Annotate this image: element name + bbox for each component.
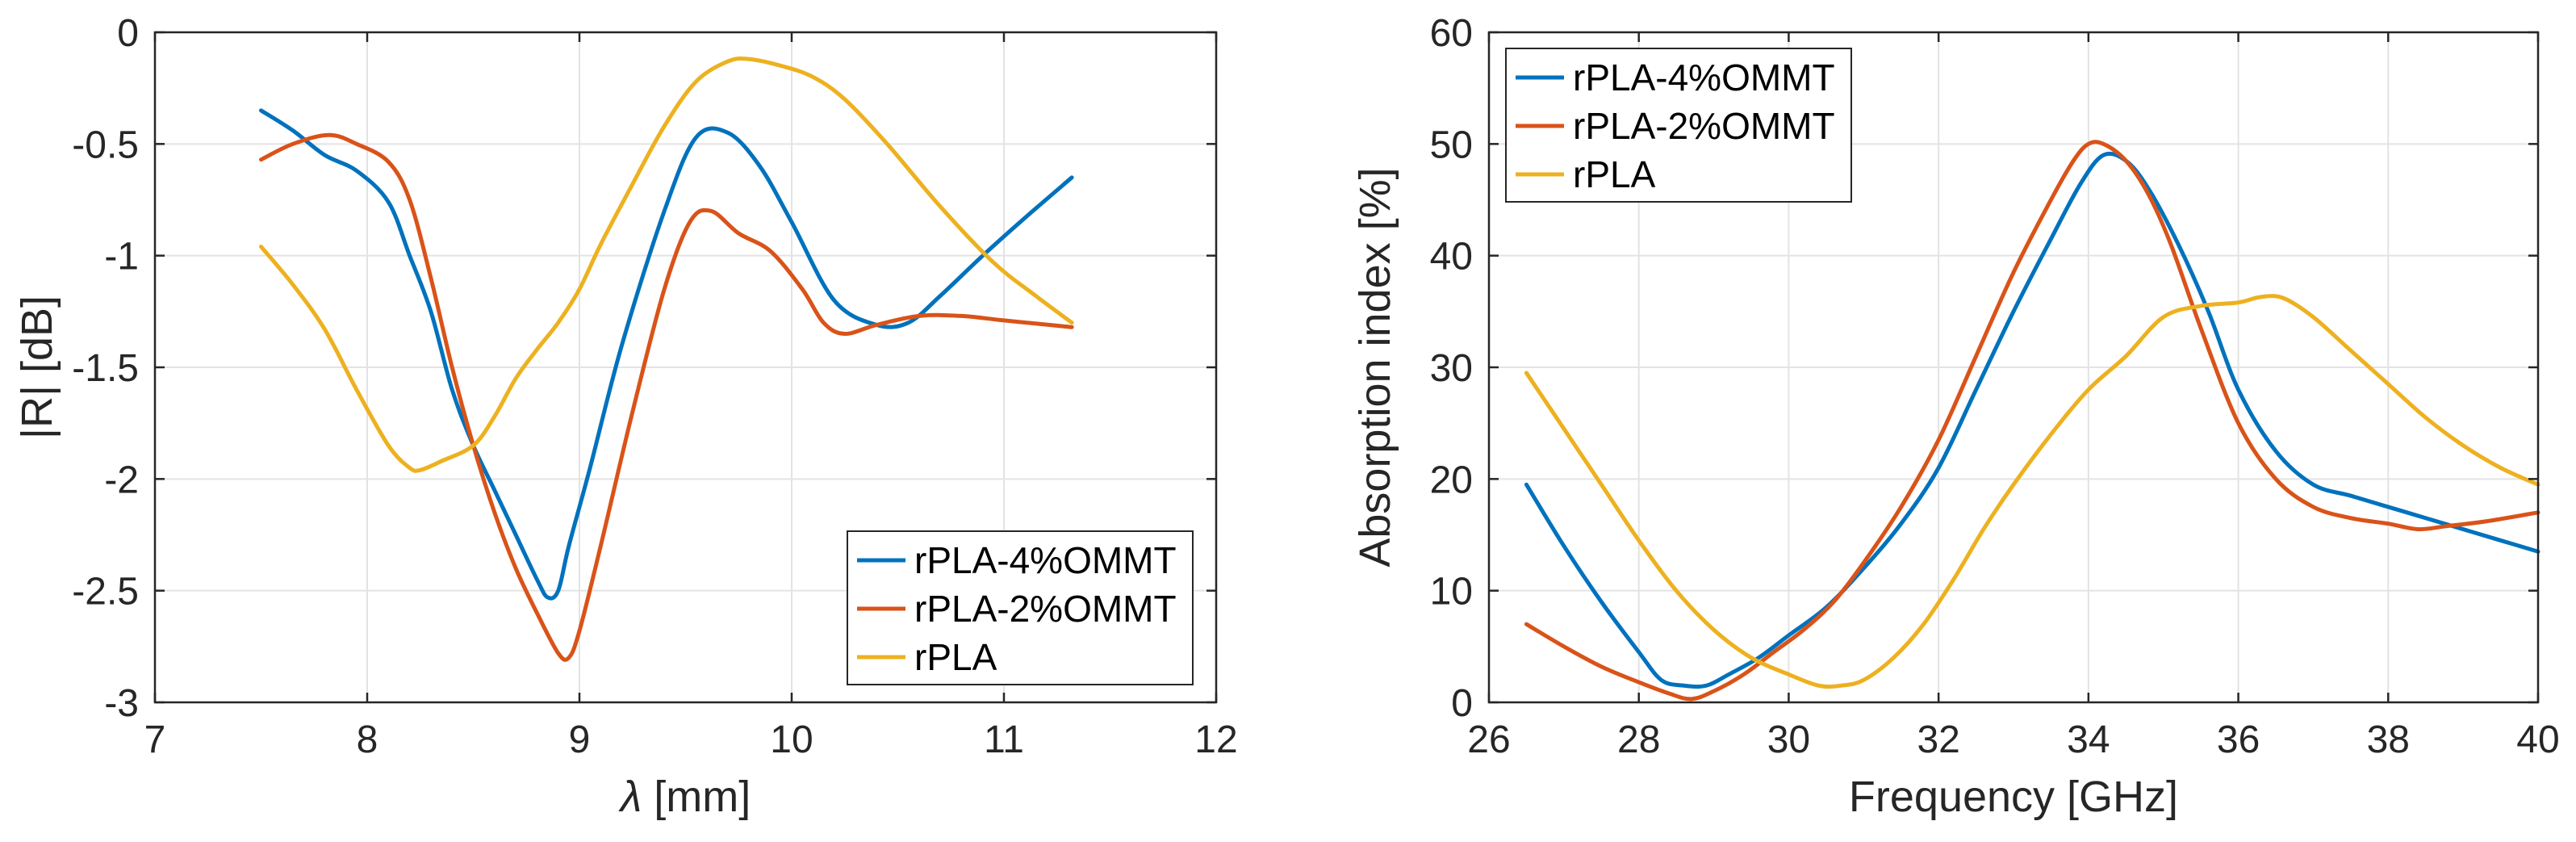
reflection-line-rpla-2pctommt — [259, 132, 1074, 662]
reflection-x-tick-labels: 7 8 9 10 11 12 — [144, 718, 1238, 761]
reflection-series — [259, 56, 1074, 662]
absorption-line-rpla-4pctommt — [1524, 151, 2540, 689]
absorption-x-tick-label: 30 — [1767, 718, 1810, 761]
absorption-legend-label-rpla: rPLA — [1573, 153, 1656, 195]
absorption-y-tick-label: 60 — [1430, 12, 1473, 55]
absorption-x-tick-labels: 26 28 30 32 34 36 38 40 — [1467, 718, 2559, 761]
absorption-x-tick-label: 36 — [2217, 718, 2260, 761]
reflection-x-tick-label: 11 — [984, 718, 1024, 761]
reflection-legend-label-2pct: rPLA-2%OMMT — [914, 588, 1177, 630]
reflection-y-tick-labels: 0 -0.5 -1 -1.5 -2 -2.5 -3 — [72, 12, 139, 725]
absorption-x-tick-label: 38 — [2367, 718, 2410, 761]
absorption-series — [1524, 140, 2540, 702]
absorption-y-tick-label: 10 — [1430, 571, 1473, 614]
reflection-y-tick-label: 0 — [117, 12, 139, 55]
absorption-y-tick-labels: 0 10 20 30 40 50 60 — [1430, 12, 1473, 725]
absorption-x-tick-label: 34 — [2067, 718, 2110, 761]
reflection-legend-label-4pct: rPLA-4%OMMT — [914, 539, 1177, 581]
absorption-y-tick-label: 20 — [1430, 459, 1473, 501]
reflection-x-tick-label: 12 — [1194, 718, 1237, 761]
absorption-x-tick-label: 32 — [1917, 718, 1959, 761]
reflection-chart: 7 8 9 10 11 12 0 -0.5 -1 -1.5 -2 -2.5 -3 λ [mm] |R|… — [13, 12, 1238, 821]
absorption-x-tick-label: 26 — [1467, 718, 1510, 761]
reflection-y-axis-label: |R| [dB] — [13, 295, 61, 439]
reflection-legend: rPLA-4%OMMT rPLA-2%OMMT rPLA — [847, 530, 1194, 685]
absorption-y-tick-label: 40 — [1430, 236, 1473, 279]
absorption-ticks — [1487, 31, 2540, 704]
absorption-chart: 26 28 30 32 34 36 38 40 0 10 20 30 40 50 60 Frequency… — [1351, 12, 2560, 821]
absorption-x-tick-label: 40 — [2516, 718, 2559, 761]
reflection-y-tick-label: -1.5 — [72, 347, 139, 390]
reflection-y-tick-label: -1 — [104, 236, 139, 279]
reflection-ticks — [153, 31, 1218, 704]
reflection-x-tick-label: 7 — [144, 718, 166, 761]
absorption-line-rpla — [1524, 294, 2540, 689]
reflection-x-tick-label: 8 — [357, 718, 378, 761]
absorption-y-tick-label: 50 — [1430, 124, 1473, 166]
reflection-legend-label-rpla: rPLA — [914, 636, 997, 678]
absorption-y-axis-label: Absorption index [%] — [1351, 167, 1399, 567]
reflection-y-tick-label: -3 — [104, 682, 139, 725]
absorption-legend-label-2pct: rPLA-2%OMMT — [1573, 105, 1835, 147]
absorption-x-axis-label: Frequency [GHz] — [1849, 773, 2178, 821]
reflection-x-axis-label: λ [mm] — [618, 773, 751, 821]
reflection-y-tick-label: -0.5 — [72, 124, 139, 166]
absorption-y-tick-label: 0 — [1451, 682, 1473, 725]
absorption-x-tick-label: 28 — [1617, 718, 1660, 761]
reflection-x-tick-label: 10 — [770, 718, 813, 761]
reflection-y-tick-label: -2.5 — [72, 571, 139, 614]
absorption-y-tick-label: 30 — [1430, 347, 1473, 390]
reflection-y-tick-label: -2 — [104, 459, 139, 501]
reflection-line-rpla — [259, 56, 1074, 473]
reflection-x-tick-label: 9 — [569, 718, 591, 761]
absorption-line-rpla-2pctommt — [1524, 140, 2540, 702]
absorption-legend: rPLA-4%OMMT rPLA-2%OMMT rPLA — [1505, 48, 1852, 203]
absorption-legend-label-4pct: rPLA-4%OMMT — [1573, 57, 1835, 98]
